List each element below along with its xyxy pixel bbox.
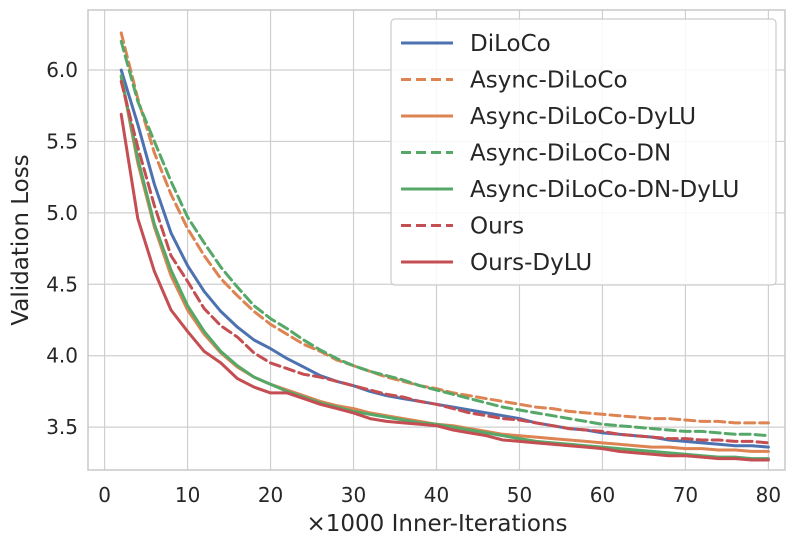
y-axis-ticks: 3.5 4.0 4.5 5.0 5.5 6.0 [46,58,78,439]
series-line-async-diloco-dn [119,39,770,438]
series-line-ours-dylu [119,112,770,462]
legend-label: Async-DiLoCo [470,68,628,94]
x-tick-label: 70 [673,483,698,507]
series-line-async-diloco-dn-dylu [119,74,770,461]
legend-label: Ours-DyLU [470,250,592,276]
legend-label: Ours [470,214,524,240]
y-tick-label: 4.5 [46,272,78,296]
series-layer [119,31,770,462]
legend-label: Async-DiLoCo-DN-DyLU [470,177,739,203]
plot-frame [87,9,786,471]
y-axis-title: Validation Loss [8,154,34,325]
x-tick-label: 0 [98,483,111,507]
y-tick-label: 6.0 [46,58,78,82]
x-tick-label: 40 [424,483,449,507]
x-tick-label: 80 [756,483,781,507]
x-tick-label: 20 [258,483,283,507]
legend-label: DiLoCo [470,31,551,57]
x-tick-label: 30 [341,483,366,507]
legend-label: Async-DiLoCo-DyLU [470,104,696,130]
legend: DiLoCo Async-DiLoCo Async-DiLoCo-DyLU Async… [390,18,777,286]
series-line-ours [119,79,770,445]
y-tick-label: 3.5 [46,415,78,439]
y-tick-label: 5.0 [46,201,78,225]
x-axis-ticks: 0 10 20 30 40 50 60 70 80 [98,483,781,507]
x-axis-title: ×1000 Inner-Iterations [306,511,567,537]
legend-box [390,18,777,286]
x-tick-label: 60 [590,483,615,507]
y-tick-label: 4.0 [46,344,78,368]
y-tick-label: 5.5 [46,129,78,153]
legend-label: Async-DiLoCo-DN [470,141,671,167]
x-tick-label: 10 [175,483,200,507]
x-tick-label: 50 [507,483,532,507]
series-line-async-diloco [119,31,770,425]
